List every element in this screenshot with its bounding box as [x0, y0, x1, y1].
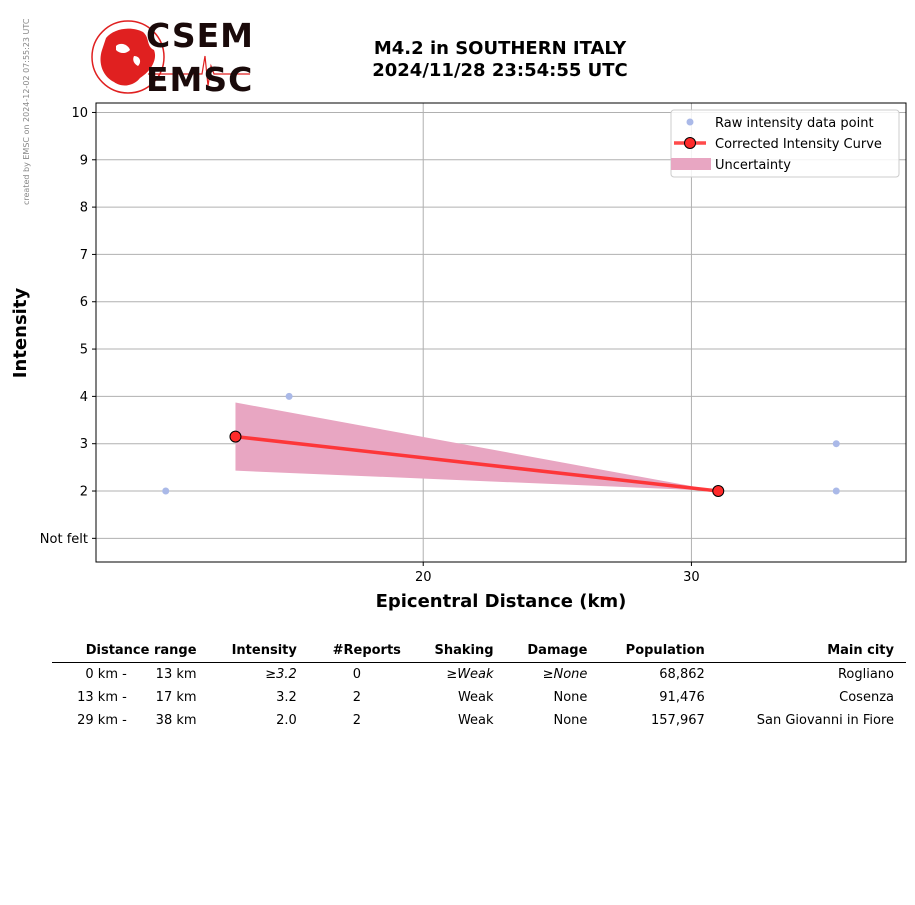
- raw-data-point: [285, 392, 293, 400]
- y-tick-label: 3: [80, 437, 88, 452]
- chart-title: M4.2 in SOUTHERN ITALY: [373, 38, 627, 59]
- header-damage: Damage: [505, 640, 600, 663]
- x-axis-title: Epicentral Distance (km): [376, 591, 627, 612]
- y-tick-label: 5: [80, 343, 88, 358]
- x-tick-label: 20: [415, 570, 432, 585]
- row-shaking: Weak: [457, 713, 494, 728]
- table-row: 13 km - 17 km 3.2 2 Weak None 91,476 Cos…: [52, 686, 906, 709]
- globe-icon: [91, 20, 250, 94]
- row-from: 29 km -: [77, 713, 127, 728]
- curve-layer: [229, 430, 725, 498]
- plot-frame: [95, 102, 907, 563]
- corrected-intensity-curve: [235, 434, 719, 493]
- y-tick-label: 2: [80, 485, 88, 500]
- legend: Raw intensity data point Corrected Inten…: [670, 109, 900, 178]
- legend-uncertainty-label: Uncertainty: [715, 158, 791, 173]
- uncertainty-band: [235, 402, 719, 492]
- row-from: 0 km -: [85, 667, 127, 682]
- header-shaking: Shaking: [412, 640, 506, 663]
- row-damage: None: [553, 713, 588, 728]
- raw-data-point: [832, 440, 840, 448]
- curve-point: [712, 485, 725, 498]
- row-intensity: ≥3.2: [265, 667, 297, 682]
- raw-data-point: [162, 487, 170, 495]
- table-row: 0 km - 13 km ≥3.2 0 ≥Weak ≥None 68,862 R…: [52, 663, 906, 687]
- table-header-row: Distance range Intensity #Reports Shakin…: [52, 640, 906, 663]
- y-tick-label: 4: [80, 390, 88, 405]
- row-reports: 0: [352, 667, 362, 682]
- y-tick-label: 9: [80, 153, 88, 168]
- row-damage: ≥None: [542, 667, 588, 682]
- row-intensity: 3.2: [276, 690, 297, 705]
- uncertainty-band-layer: [235, 402, 719, 492]
- logo-emsc-text: EMSC: [146, 60, 254, 99]
- header-main-city: Main city: [716, 640, 906, 663]
- legend-raw-label: Raw intensity data point: [715, 116, 874, 131]
- row-to: 17 km: [155, 690, 197, 705]
- row-to: 13 km: [155, 667, 197, 682]
- row-city: Cosenza: [839, 690, 894, 705]
- curve-point: [229, 430, 242, 443]
- intensity-chart: Not felt 2 3 4 5 6 7 8 9 10 20 30 Epicentral Distan…: [10, 102, 907, 612]
- row-to: 38 km: [155, 713, 197, 728]
- y-tick-label: Not felt: [40, 532, 88, 547]
- chart-subtitle: 2024/11/28 23:54:55 UTC: [372, 60, 628, 81]
- csem-emsc-logo: CSEM EMSC: [88, 16, 258, 99]
- row-damage: None: [553, 690, 588, 705]
- y-tick-label: 8: [80, 201, 88, 216]
- header-intensity: Intensity: [208, 640, 309, 663]
- row-reports: 2: [352, 713, 362, 728]
- tick-layer: Not felt 2 3 4 5 6 7 8 9 10 20 30: [40, 106, 700, 585]
- legend-uncertainty-swatch: [671, 158, 711, 170]
- legend-curve-label: Corrected Intensity Curve: [715, 137, 882, 152]
- legend-box: [670, 109, 900, 178]
- logo-csem-text: CSEM: [146, 16, 254, 55]
- y-tick-label: 10: [71, 106, 88, 121]
- row-population: 157,967: [651, 713, 705, 728]
- row-city: San Giovanni in Fiore: [756, 713, 894, 728]
- row-city: Rogliano: [837, 667, 894, 682]
- raw-data-point: [832, 487, 840, 495]
- table-row: 29 km - 38 km 2.0 2 Weak None 157,967 Sa…: [52, 709, 906, 732]
- intensity-summary-table: Distance range Intensity #Reports Shakin…: [52, 640, 906, 732]
- legend-curve-marker: [684, 137, 696, 149]
- raw-points-layer: [162, 392, 840, 495]
- y-axis-title: Intensity: [10, 288, 31, 379]
- header-population: Population: [599, 640, 717, 663]
- x-tick-label: 30: [683, 570, 700, 585]
- y-tick-label: 7: [80, 248, 88, 263]
- row-shaking: Weak: [457, 690, 494, 705]
- row-reports: 2: [352, 690, 362, 705]
- grid-lines: [96, 103, 906, 562]
- y-tick-label: 6: [80, 295, 88, 310]
- row-intensity: 2.0: [276, 713, 297, 728]
- row-from: 13 km -: [77, 690, 127, 705]
- row-population: 91,476: [659, 690, 705, 705]
- legend-raw-marker: [686, 118, 694, 126]
- row-population: 68,862: [659, 667, 705, 682]
- header-distance-range: Distance range: [52, 640, 209, 663]
- header-reports: #Reports: [308, 640, 413, 663]
- row-shaking: ≥Weak: [446, 667, 494, 682]
